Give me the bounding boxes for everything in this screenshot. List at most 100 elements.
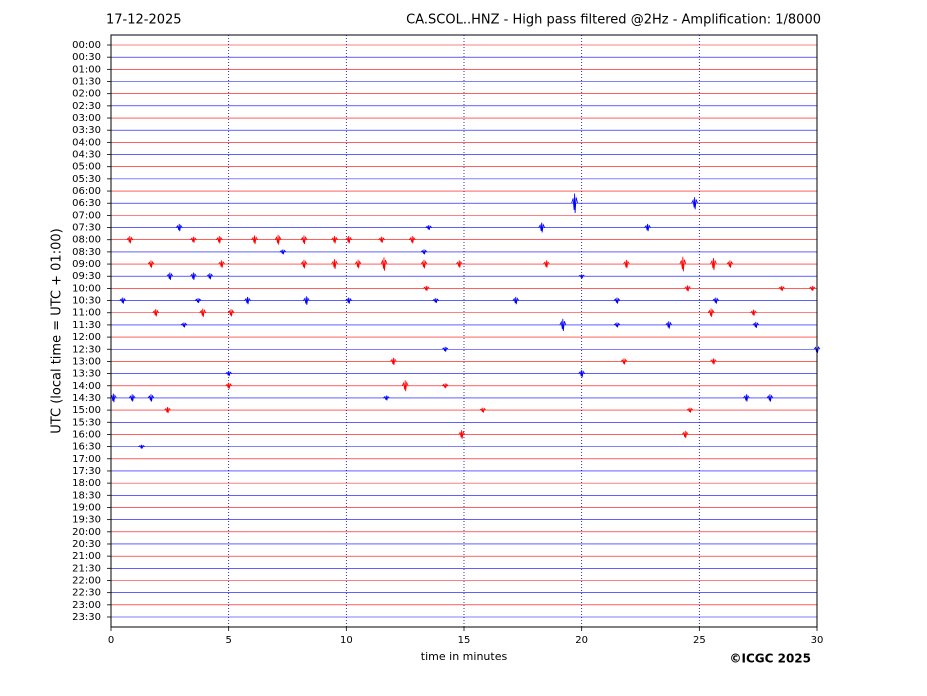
y-tick-label: 20:00: [72, 527, 101, 538]
y-tick-label: 09:30: [72, 271, 101, 282]
seismic-event: [218, 260, 225, 268]
seismic-event: [559, 318, 567, 332]
y-tick-label: 19:00: [72, 502, 101, 513]
seismic-event: [126, 236, 134, 244]
y-tick-label: 19:30: [72, 515, 101, 526]
seismic-event: [227, 309, 235, 317]
seismic-event: [244, 296, 251, 305]
seismic-event: [164, 407, 171, 414]
seismic-event: [138, 444, 145, 450]
y-tick-label: 20:30: [72, 539, 101, 550]
y-tick-label: 12:30: [72, 344, 101, 355]
y-tick-label: 02:30: [72, 101, 101, 112]
y-tick-label: 00:00: [72, 40, 101, 51]
y-tick-label: 06:00: [72, 186, 101, 197]
seismic-event: [279, 249, 287, 255]
seismic-event: [225, 382, 232, 389]
seismic-event: [644, 223, 651, 232]
y-tick-label: 01:00: [72, 64, 101, 75]
seismic-event: [543, 260, 550, 268]
seismic-event: [147, 260, 155, 268]
y-tick-label: 03:30: [72, 125, 101, 136]
seismic-event: [479, 407, 487, 413]
y-tick-label: 22:00: [72, 575, 101, 586]
seismic-event: [378, 236, 385, 243]
seismic-event: [119, 297, 127, 304]
seismic-event: [623, 259, 630, 269]
x-tick-label: 0: [108, 635, 114, 646]
y-tick-label: 18:00: [72, 478, 101, 489]
seismic-event: [300, 259, 308, 269]
y-tick-label: 05:00: [72, 162, 101, 173]
seismic-event: [778, 285, 785, 291]
seismic-event: [613, 297, 621, 304]
seismic-event: [420, 259, 428, 269]
y-tick-label: 15:00: [72, 405, 101, 416]
seismic-event: [401, 380, 409, 392]
y-tick-label: 13:30: [72, 369, 101, 380]
seismic-event: [166, 272, 174, 280]
y-axis-label: UTC (local time = UTC + 01:00): [50, 228, 65, 433]
y-tick-label: 23:00: [72, 600, 101, 611]
x-axis-label: time in minutes: [421, 650, 508, 663]
y-tick-label: 14:00: [72, 381, 101, 392]
seismic-event: [684, 285, 691, 292]
y-tick-label: 06:30: [72, 198, 101, 209]
seismic-event: [665, 321, 673, 329]
y-tick-label: 10:30: [72, 296, 101, 307]
x-tick-label: 10: [340, 635, 353, 646]
seismic-event: [128, 394, 136, 402]
x-tick-label: 25: [693, 635, 706, 646]
y-tick-label: 16:30: [72, 442, 101, 453]
seismic-event: [345, 297, 352, 304]
seismic-event: [613, 322, 621, 328]
seismic-event: [300, 235, 308, 245]
y-tick-label: 12:00: [72, 332, 101, 343]
seismic-event: [190, 272, 197, 280]
y-tick-label: 07:30: [72, 223, 101, 234]
seismic-event: [225, 371, 232, 377]
seismic-event: [441, 383, 449, 389]
seismic-event: [390, 357, 397, 366]
seismic-event: [345, 236, 353, 244]
y-tick-label: 00:30: [72, 52, 101, 63]
seismic-event: [194, 298, 202, 304]
y-tick-label: 08:00: [72, 235, 101, 246]
y-tick-label: 18:30: [72, 490, 101, 501]
seismic-event: [408, 236, 416, 244]
y-tick-label: 09:00: [72, 259, 101, 270]
seismic-event: [190, 236, 197, 243]
seismic-event: [712, 297, 720, 304]
seismic-event: [175, 223, 183, 232]
seismic-event: [620, 358, 628, 365]
seismic-event: [215, 236, 223, 244]
y-tick-label: 08:30: [72, 247, 101, 258]
x-tick-label: 30: [811, 635, 824, 646]
seismic-event: [354, 259, 362, 269]
y-tick-label: 04:30: [72, 150, 101, 161]
y-tick-label: 10:00: [72, 283, 101, 294]
seismic-event: [726, 260, 734, 268]
seismic-event: [274, 234, 282, 245]
seismic-event: [251, 235, 258, 245]
seismic-event: [578, 274, 585, 279]
y-tick-label: 15:30: [72, 417, 101, 428]
seismic-event: [691, 197, 698, 210]
seismic-event: [752, 321, 760, 329]
chart-title: CA.SCOL..HNZ - High pass filtered @2Hz -…: [406, 13, 821, 28]
y-tick-label: 05:30: [72, 174, 101, 185]
seismic-event: [441, 346, 449, 352]
x-tick-label: 5: [225, 635, 231, 646]
seismic-event: [458, 430, 465, 439]
seismic-event: [380, 257, 388, 271]
seismic-event: [809, 285, 816, 291]
seismic-event: [707, 308, 715, 318]
seismic-event: [423, 285, 430, 291]
y-tick-label: 07:00: [72, 210, 101, 221]
seismic-event: [420, 249, 428, 255]
seismic-event: [710, 257, 717, 271]
seismic-event: [743, 394, 750, 402]
x-tick-label: 20: [575, 635, 588, 646]
seismic-event: [681, 430, 689, 439]
